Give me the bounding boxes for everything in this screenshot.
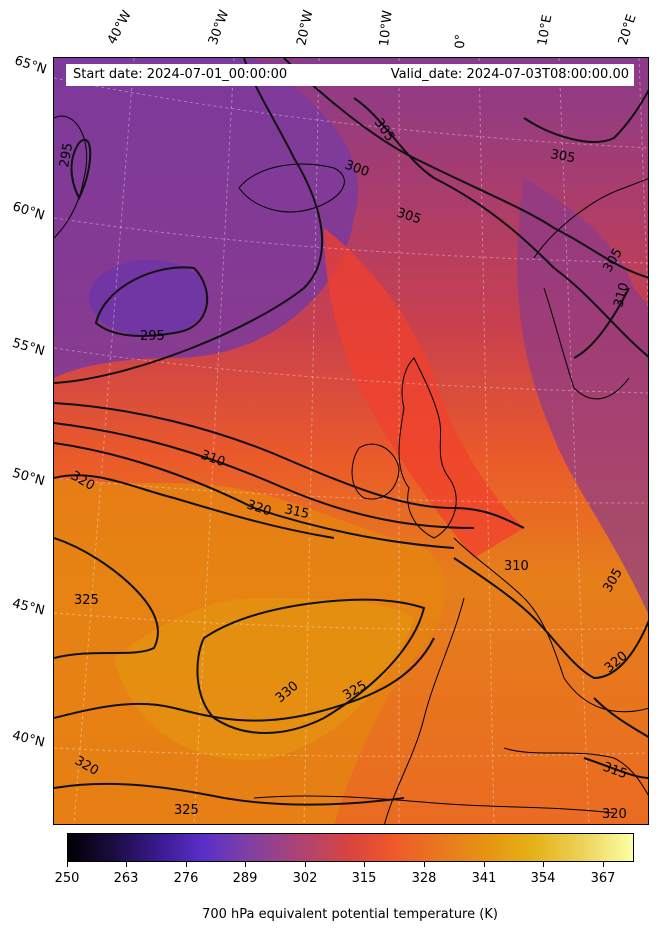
cold-pool bbox=[89, 260, 209, 336]
colorbar-tick-label: 302 bbox=[292, 871, 318, 886]
contour-label: 305 bbox=[549, 147, 576, 166]
lon-label-40w: 40°W bbox=[104, 8, 135, 47]
colorbar-tick bbox=[364, 862, 365, 867]
colorbar-tick bbox=[603, 862, 604, 867]
lon-label-30w: 30°W bbox=[205, 8, 233, 47]
lat-label-65n: 65°N bbox=[12, 53, 49, 78]
colorbar-tick-label: 328 bbox=[411, 871, 437, 886]
contour-label: 295 bbox=[57, 142, 76, 169]
colorbar-tick-label: 276 bbox=[173, 871, 199, 886]
lon-label-10e: 10°E bbox=[535, 13, 556, 47]
lon-label-20e: 20°E bbox=[615, 12, 640, 48]
scandinavia-cool bbox=[517, 178, 648, 614]
warm-core bbox=[114, 598, 414, 760]
valid-date: Valid_date: 2024-07-03T08:00:00.00 bbox=[390, 67, 629, 82]
lon-label-10w: 10°W bbox=[377, 9, 396, 48]
lon-label-0: 0° bbox=[453, 33, 469, 49]
contour-label: 325 bbox=[174, 803, 199, 818]
colorbar-tick bbox=[186, 862, 187, 867]
lat-label-60n: 60°N bbox=[10, 199, 47, 224]
graticule bbox=[54, 58, 648, 824]
colorbar-tick bbox=[126, 862, 127, 867]
colorbar bbox=[67, 833, 634, 862]
colorbar-tick-label: 341 bbox=[471, 871, 497, 886]
contour-label: 315 bbox=[283, 502, 310, 522]
lat-label-55n: 55°N bbox=[10, 335, 47, 360]
contour-label: 310 bbox=[504, 559, 529, 574]
lat-label-45n: 45°N bbox=[10, 596, 47, 619]
iceland-coast bbox=[238, 163, 345, 213]
contour-label: 305 bbox=[395, 206, 423, 228]
coastlines bbox=[54, 115, 648, 824]
map-canvas: 305 300 305 305 295 295 305 310 310 320 … bbox=[54, 58, 648, 824]
ireland-coast bbox=[351, 443, 400, 500]
contour-label: 325 bbox=[74, 593, 99, 608]
colorbar-tick-label: 263 bbox=[113, 871, 139, 886]
africa-coast bbox=[253, 795, 615, 814]
colorbar-title: 700 hPa equivalent potential temperature… bbox=[202, 907, 498, 922]
greenland-coast bbox=[54, 115, 88, 239]
colorbar-tick bbox=[305, 862, 306, 867]
colorbar-tick bbox=[424, 862, 425, 867]
lat-label-50n: 50°N bbox=[10, 465, 47, 490]
scandinavia-coast bbox=[533, 178, 648, 400]
contour-label: 295 bbox=[140, 329, 165, 344]
contour-label: 310 bbox=[611, 281, 632, 309]
lon-label-20w: 20°W bbox=[294, 8, 317, 47]
colorbar-tick-label: 289 bbox=[232, 871, 258, 886]
contour-label: 320 bbox=[245, 498, 273, 520]
colorbar-tick-label: 367 bbox=[590, 871, 616, 886]
colorbar-tick bbox=[543, 862, 544, 867]
colorbar-tick-label: 250 bbox=[54, 871, 80, 886]
colorbar-tick-label: 354 bbox=[530, 871, 556, 886]
europe-coast bbox=[384, 537, 648, 824]
contour-lines bbox=[54, 58, 648, 806]
colorbar-tick bbox=[245, 862, 246, 867]
uk-coast bbox=[398, 357, 457, 539]
lat-label-40n: 40°N bbox=[10, 728, 47, 751]
start-date: Start date: 2024-07-01_00:00:00 bbox=[73, 67, 288, 82]
map-panel[interactable]: 305 300 305 305 295 295 305 310 310 320 … bbox=[53, 57, 649, 825]
warm-tongue bbox=[324, 228, 524, 558]
colorbar-tick bbox=[67, 862, 68, 867]
date-header: Start date: 2024-07-01_00:00:00 Valid_da… bbox=[66, 64, 634, 86]
colorbar-tick bbox=[484, 862, 485, 867]
contour-label: 320 bbox=[602, 807, 627, 822]
colorbar-tick-label: 315 bbox=[351, 871, 377, 886]
